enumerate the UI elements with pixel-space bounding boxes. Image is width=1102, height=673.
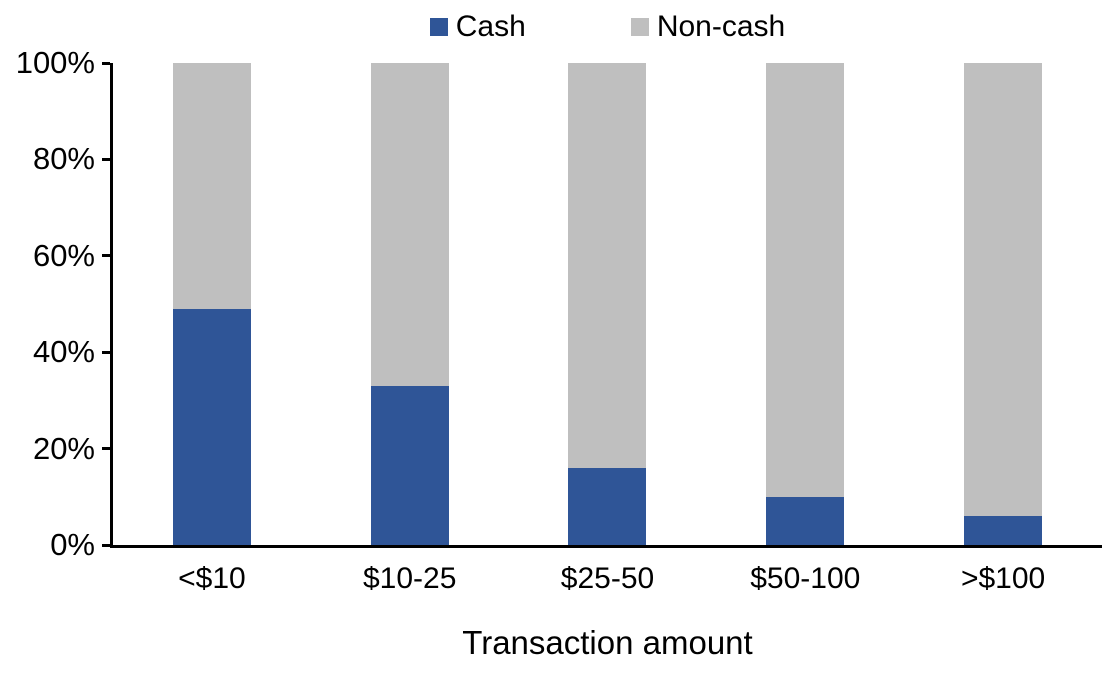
segment-cash xyxy=(568,467,647,545)
y-tick-mark xyxy=(102,157,110,161)
stacked-bar-100 xyxy=(964,63,1043,545)
x-axis-category-labels: <$10 $10-25 $25-50 $50-100 >$100 xyxy=(113,562,1102,596)
segment-cash xyxy=(766,496,845,545)
bar-slot xyxy=(113,63,311,545)
segment-non-cash xyxy=(766,63,845,497)
y-tick-mark xyxy=(102,61,110,65)
bars-container xyxy=(113,63,1102,545)
plot-area xyxy=(110,63,1102,548)
non-cash-series-swatch-icon xyxy=(630,18,649,36)
stacked-bar-25-50 xyxy=(568,63,647,545)
bar-slot xyxy=(904,63,1102,545)
bar-slot xyxy=(509,63,707,545)
stacked-bar-50-100 xyxy=(766,63,845,545)
segment-non-cash xyxy=(964,63,1043,517)
x-tick-label: <$10 xyxy=(178,562,246,595)
y-tick-mark xyxy=(102,447,110,451)
y-tick-label: 80% xyxy=(32,141,95,177)
segment-cash xyxy=(172,308,251,545)
legend-item-non-cash: Non-cash xyxy=(630,10,786,44)
stacked-bar-10 xyxy=(172,63,251,545)
y-tick-label: 60% xyxy=(32,237,95,273)
stacked-bar-10-25 xyxy=(370,63,449,545)
x-tick-label: $50-100 xyxy=(750,562,861,595)
segment-non-cash xyxy=(172,63,251,309)
x-tick-label: >$100 xyxy=(960,562,1046,595)
y-tick-mark xyxy=(102,543,110,547)
segment-cash xyxy=(964,516,1043,545)
cash-series-swatch-icon xyxy=(429,18,448,36)
x-axis-title: Transaction amount xyxy=(462,624,753,661)
legend-label-cash: Cash xyxy=(455,10,526,43)
bar-slot xyxy=(706,63,904,545)
bar-slot xyxy=(311,63,509,545)
x-tick-label: $25-50 xyxy=(560,562,655,595)
y-tick-label: 20% xyxy=(32,430,95,466)
y-tick-mark xyxy=(102,350,110,354)
legend-label-non-cash: Non-cash xyxy=(656,10,786,43)
y-tick-label: 100% xyxy=(15,45,95,80)
y-axis: 100% 80% 60% 40% 20% 0% xyxy=(0,45,110,562)
segment-non-cash xyxy=(568,63,647,468)
segment-non-cash xyxy=(370,63,449,386)
y-tick-mark xyxy=(102,254,110,258)
y-tick-label: 0% xyxy=(50,527,95,562)
legend-item-cash: Cash xyxy=(429,10,526,44)
x-tick-label: $10-25 xyxy=(362,562,457,595)
y-tick-label: 40% xyxy=(32,334,95,370)
segment-cash xyxy=(370,385,449,545)
legend: Cash Non-cash xyxy=(113,10,1102,44)
